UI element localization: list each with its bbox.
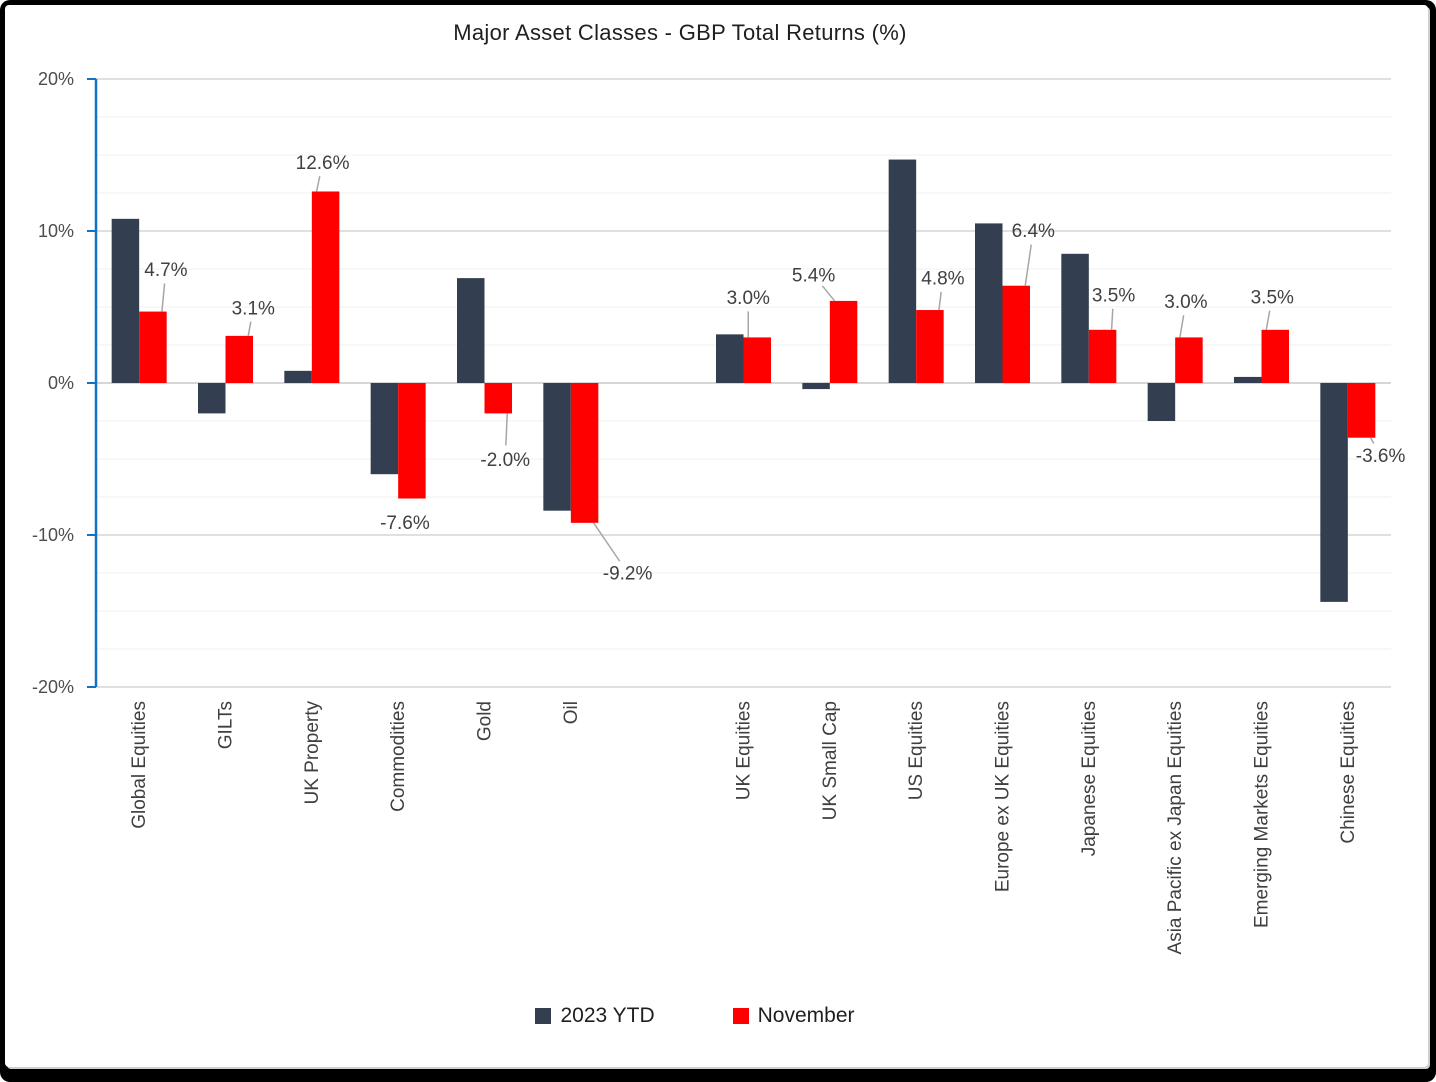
legend: 2023 YTD November	[0, 1004, 1390, 1028]
data-label-november: -7.6%	[380, 513, 430, 534]
data-label-leader-line	[821, 285, 836, 302]
bar-november-global-equities	[139, 311, 167, 383]
chart-title: Major Asset Classes - GBP Total Returns …	[453, 20, 907, 45]
bar-november-asia-pacific-ex-japan-equities	[1175, 337, 1203, 383]
category-label: Emerging Markets Equities	[1252, 701, 1273, 928]
legend-item-2023-ytd: 2023 YTD	[535, 1004, 655, 1028]
data-label-leader-line	[161, 283, 166, 312]
category-label: Japanese Equities	[1079, 701, 1100, 856]
bar-november-gilts	[225, 335, 253, 383]
bar-ytd-chinese-equities	[1320, 383, 1348, 602]
bar-ytd-us-equities	[888, 159, 917, 383]
legend-label-november: November	[757, 1004, 855, 1027]
data-label-november: 3.1%	[232, 298, 275, 319]
y-tick-label: 0%	[48, 373, 74, 393]
data-label-november: 6.4%	[1012, 221, 1055, 242]
category-label: Chinese Equities	[1338, 701, 1359, 844]
legend-swatch-november	[732, 1008, 749, 1024]
data-label-leader-line	[505, 413, 508, 446]
category-label: Asia Pacific ex Japan Equities	[1165, 701, 1186, 954]
data-label-leader-line	[1024, 244, 1032, 286]
data-label-november: -3.6%	[1356, 446, 1406, 467]
data-label-november: -9.2%	[603, 563, 653, 584]
data-label-november: -2.0%	[480, 450, 530, 471]
data-label-leader-line	[315, 176, 321, 192]
bar-november-emerging-markets-equities	[1261, 329, 1289, 383]
y-tick-label: 10%	[38, 221, 74, 241]
category-label: Europe ex UK Equities	[993, 701, 1014, 892]
category-label: Commodities	[388, 701, 409, 812]
data-label-leader-line	[1179, 315, 1185, 338]
bar-november-us-equities	[916, 310, 944, 383]
data-label-november: 4.7%	[144, 260, 187, 281]
data-label-leader-line	[247, 321, 252, 337]
bar-november-commodities	[398, 383, 426, 499]
bar-ytd-japanese-equities	[1061, 253, 1089, 383]
bar-november-oil	[570, 383, 599, 523]
data-label-november: 3.5%	[1092, 285, 1135, 306]
y-tick-label: -20%	[32, 677, 74, 697]
data-label-november: 3.5%	[1251, 287, 1294, 308]
category-label: Gold	[475, 701, 496, 741]
bar-ytd-global-equities	[111, 218, 140, 383]
bar-november-uk-small-cap	[829, 300, 858, 383]
data-label-november: 4.8%	[921, 269, 964, 290]
data-label-november: 3.0%	[1164, 292, 1207, 313]
data-label-november: 12.6%	[296, 153, 350, 174]
data-label-leader-line	[938, 291, 942, 311]
bar-ytd-commodities	[370, 383, 399, 475]
bar-ytd-europe-ex-uk-equities	[975, 223, 1003, 383]
data-label-leader-line	[592, 522, 621, 562]
data-label-november: 5.4%	[792, 265, 835, 286]
category-label: GILTs	[216, 701, 237, 749]
bar-november-japanese-equities	[1088, 329, 1117, 383]
bar-ytd-gilts	[198, 383, 226, 414]
bar-november-uk-property	[311, 191, 340, 383]
bar-ytd-uk-property	[284, 370, 312, 383]
category-label: UK Equities	[734, 701, 755, 800]
category-label: UK Small Cap	[820, 701, 841, 820]
y-tick-label: 20%	[38, 69, 74, 89]
bar-november-chinese-equities	[1347, 383, 1376, 438]
legend-swatch-2023-ytd	[535, 1008, 552, 1024]
bar-november-europe-ex-uk-equities	[1002, 285, 1030, 383]
bar-ytd-gold	[457, 278, 485, 383]
data-label-november: 3.0%	[727, 288, 770, 309]
y-tick-label: -10%	[32, 525, 74, 545]
data-label-leader-line	[1265, 310, 1271, 330]
category-label: Oil	[561, 701, 582, 724]
legend-label-2023-ytd: 2023 YTD	[560, 1004, 655, 1027]
bar-november-uk-equities	[743, 337, 771, 383]
data-label-leader-line	[1369, 437, 1375, 444]
bar-ytd-emerging-markets-equities	[1234, 376, 1262, 383]
legend-item-november: November	[732, 1004, 855, 1028]
data-label-leader-line	[1110, 308, 1114, 330]
bar-november-gold	[484, 383, 512, 414]
bar-ytd-oil	[543, 383, 571, 511]
bar-ytd-uk-equities	[716, 334, 744, 383]
bar-ytd-uk-small-cap	[802, 383, 830, 390]
chart-card	[5, 5, 1428, 1067]
category-label: UK Property	[302, 701, 323, 805]
category-label: Global Equities	[129, 701, 150, 829]
category-label: US Equities	[906, 701, 927, 800]
bar-ytd-asia-pacific-ex-japan-equities	[1147, 383, 1176, 421]
